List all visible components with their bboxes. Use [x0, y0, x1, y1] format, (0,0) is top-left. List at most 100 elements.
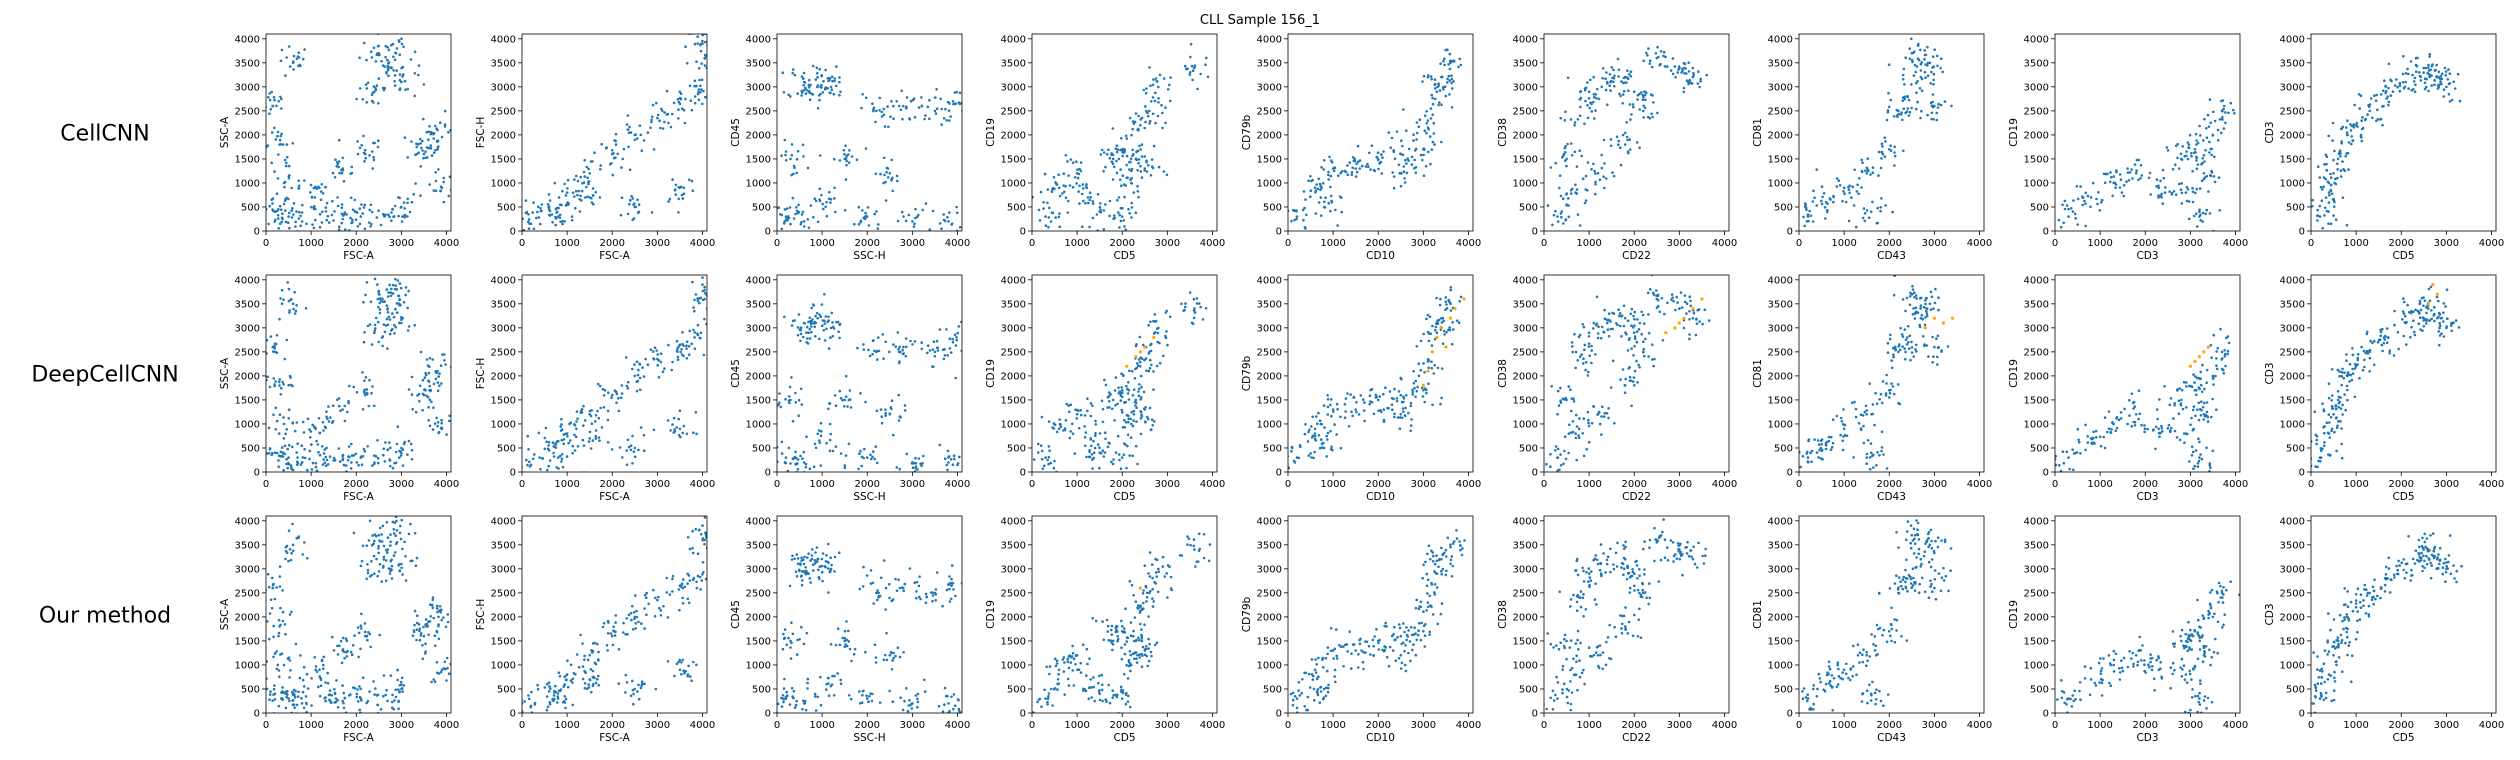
data-point [959, 226, 962, 229]
data-point [1630, 113, 1633, 116]
y-axis-label: CD3 [2264, 121, 2276, 143]
data-point [807, 167, 810, 170]
data-point [373, 85, 376, 88]
data-point [1391, 408, 1394, 411]
data-point [2328, 194, 2331, 197]
data-point [322, 429, 325, 432]
data-point [282, 298, 285, 301]
data-point [686, 62, 689, 65]
data-point [427, 379, 430, 382]
data-point [388, 458, 391, 461]
data-point [683, 425, 686, 428]
data-point [409, 211, 412, 214]
data-point [294, 221, 297, 224]
data-point [392, 292, 395, 295]
data-point [1565, 158, 1568, 161]
data-point [897, 394, 900, 397]
data-point [1399, 427, 1402, 430]
data-point [2186, 186, 2189, 189]
y-tick-label: 2500 [491, 106, 516, 117]
data-point [351, 454, 354, 457]
data-point [411, 449, 414, 452]
data-point [404, 294, 407, 297]
data-point [339, 460, 342, 463]
data-point [376, 216, 379, 219]
data-point [273, 96, 276, 99]
data-point [404, 136, 407, 139]
data-point [2431, 63, 2434, 66]
data-point [332, 219, 335, 222]
data-point [404, 214, 407, 217]
data-point [947, 461, 950, 464]
data-point [935, 237, 938, 240]
y-tick-label: 1000 [746, 419, 771, 430]
data-point [369, 225, 372, 228]
data-point [1876, 207, 1879, 210]
data-point [2095, 198, 2098, 201]
data-point [591, 160, 594, 163]
data-point [1935, 112, 1938, 115]
y-tick-label: 1500 [1257, 395, 1282, 406]
data-point [1047, 226, 1050, 229]
data-point [1103, 209, 1106, 212]
data-point [1403, 165, 1406, 168]
data-point [334, 459, 337, 462]
data-point [1647, 292, 1650, 295]
data-point [1574, 367, 1577, 370]
data-point [675, 193, 678, 196]
data-point [1113, 217, 1116, 220]
data-point [1555, 445, 1558, 448]
data-point [418, 393, 421, 396]
data-point [1407, 412, 1410, 415]
x-tick-label: 2000 [1622, 479, 1647, 490]
y-tick-label: 2000 [2024, 130, 2049, 141]
data-point [797, 468, 800, 471]
data-point [284, 209, 287, 212]
data-point [1913, 50, 1916, 53]
data-point [2340, 140, 2343, 143]
data-point [1388, 131, 1391, 134]
data-point [303, 448, 306, 451]
data-point [673, 102, 676, 105]
data-point [2321, 199, 2324, 202]
data-point [567, 442, 570, 445]
data-point [1411, 163, 1414, 166]
data-point [437, 140, 440, 143]
data-point [2390, 94, 2393, 97]
data-point [1451, 78, 1454, 81]
data-point [640, 134, 643, 137]
data-point [688, 345, 691, 348]
data-point [636, 137, 639, 140]
data-point [1617, 75, 1620, 78]
data-point [1570, 142, 1573, 145]
data-point [1323, 404, 1326, 407]
data-point [1330, 159, 1333, 162]
data-point [1157, 97, 1160, 100]
data-point [902, 105, 905, 108]
data-point [559, 214, 562, 217]
data-point [926, 352, 929, 355]
data-point [1585, 175, 1588, 178]
data-point [1629, 148, 1632, 151]
data-point [285, 463, 288, 466]
data-point [511, 245, 514, 248]
data-point [792, 458, 795, 461]
data-point [1404, 181, 1407, 184]
data-point [845, 375, 848, 378]
data-point [417, 74, 420, 77]
data-point [1637, 94, 1640, 97]
data-point [2434, 69, 2437, 72]
data-point [1445, 303, 1448, 306]
data-point [1586, 104, 1589, 107]
data-point [1191, 65, 1194, 68]
data-point [395, 69, 398, 72]
data-point [575, 420, 578, 423]
data-point [552, 445, 555, 448]
data-point [1537, 464, 1540, 467]
data-point [2437, 87, 2440, 90]
data-point [2418, 71, 2421, 74]
data-point [1396, 130, 1399, 133]
data-point [1204, 63, 1207, 66]
data-point [1052, 187, 1055, 190]
data-point [901, 118, 904, 121]
